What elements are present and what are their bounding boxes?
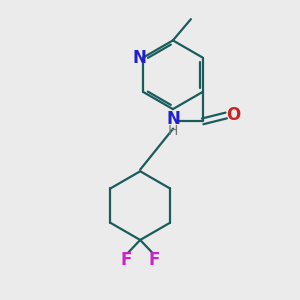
Text: H: H [168,124,178,137]
Text: O: O [226,106,241,124]
Text: F: F [120,250,132,268]
Text: F: F [148,250,160,268]
Text: N: N [132,49,146,67]
Text: N: N [166,110,180,128]
